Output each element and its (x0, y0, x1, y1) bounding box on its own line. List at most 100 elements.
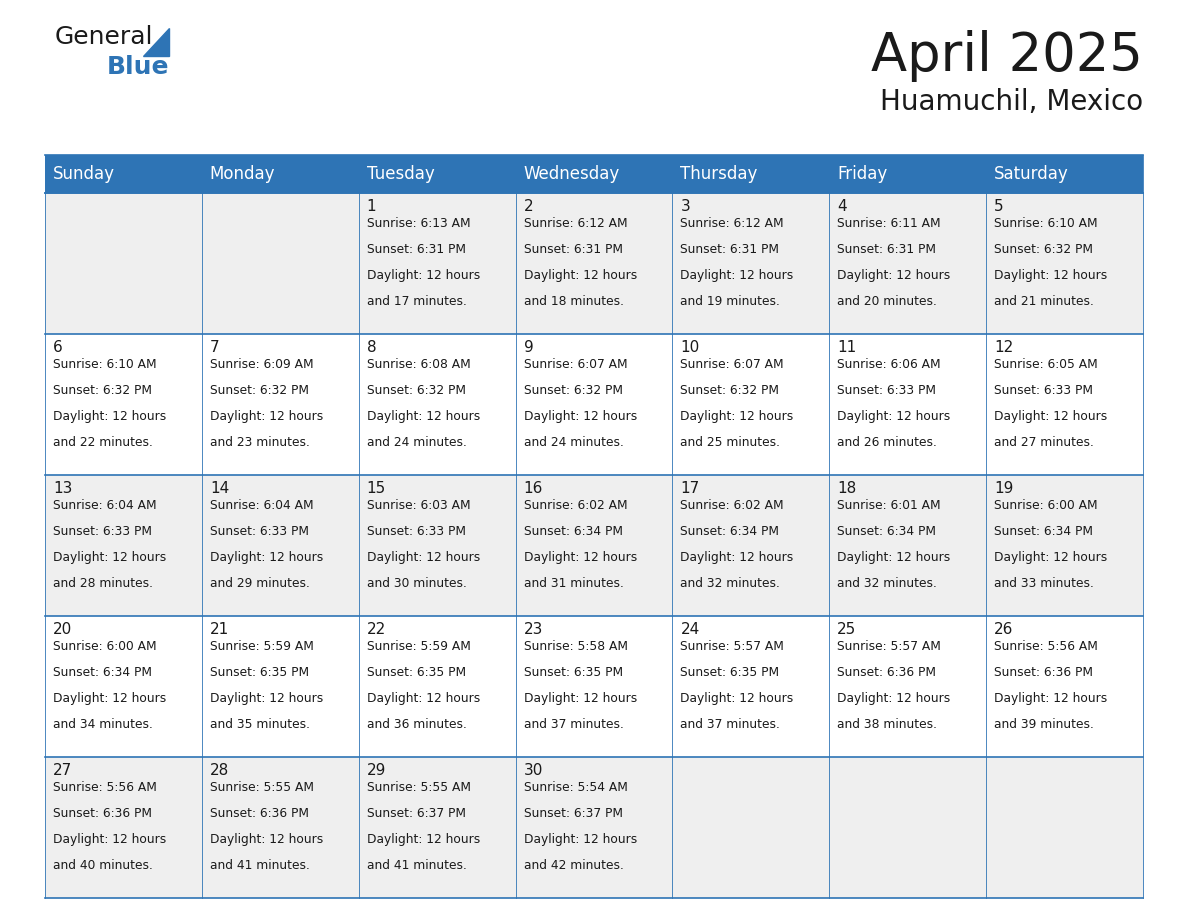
Text: Sunset: 6:36 PM: Sunset: 6:36 PM (838, 666, 936, 679)
Text: Daylight: 12 hours: Daylight: 12 hours (681, 692, 794, 705)
Text: Sunset: 6:34 PM: Sunset: 6:34 PM (524, 525, 623, 538)
Text: 13: 13 (53, 481, 72, 496)
Text: Daylight: 12 hours: Daylight: 12 hours (210, 692, 323, 705)
Text: Sunset: 6:32 PM: Sunset: 6:32 PM (53, 384, 152, 397)
Text: Sunrise: 5:55 AM: Sunrise: 5:55 AM (367, 781, 470, 794)
Text: Sunset: 6:37 PM: Sunset: 6:37 PM (524, 807, 623, 820)
Text: 18: 18 (838, 481, 857, 496)
Text: Sunset: 6:35 PM: Sunset: 6:35 PM (681, 666, 779, 679)
Text: and 42 minutes.: and 42 minutes. (524, 859, 624, 872)
Text: and 33 minutes.: and 33 minutes. (994, 577, 1094, 590)
Text: 30: 30 (524, 763, 543, 778)
Text: and 35 minutes.: and 35 minutes. (210, 718, 310, 732)
Text: Daylight: 12 hours: Daylight: 12 hours (838, 692, 950, 705)
Text: Sunrise: 6:09 AM: Sunrise: 6:09 AM (210, 358, 314, 371)
Text: Sunrise: 6:04 AM: Sunrise: 6:04 AM (53, 499, 157, 512)
Bar (45, 616, 1143, 757)
Text: Saturday: Saturday (994, 165, 1069, 183)
Text: Sunrise: 5:56 AM: Sunrise: 5:56 AM (994, 640, 1098, 653)
Text: Sunrise: 6:12 AM: Sunrise: 6:12 AM (524, 217, 627, 230)
Text: Sunrise: 5:56 AM: Sunrise: 5:56 AM (53, 781, 157, 794)
Text: Sunrise: 5:59 AM: Sunrise: 5:59 AM (210, 640, 314, 653)
Text: Friday: Friday (838, 165, 887, 183)
Text: 23: 23 (524, 622, 543, 637)
Text: Daylight: 12 hours: Daylight: 12 hours (367, 692, 480, 705)
Text: Daylight: 12 hours: Daylight: 12 hours (681, 410, 794, 423)
Text: and 25 minutes.: and 25 minutes. (681, 436, 781, 449)
Text: April 2025: April 2025 (871, 30, 1143, 82)
Text: Daylight: 12 hours: Daylight: 12 hours (53, 551, 166, 565)
Text: and 39 minutes.: and 39 minutes. (994, 718, 1094, 732)
Text: Sunset: 6:34 PM: Sunset: 6:34 PM (838, 525, 936, 538)
Text: Daylight: 12 hours: Daylight: 12 hours (210, 410, 323, 423)
Text: and 18 minutes.: and 18 minutes. (524, 296, 624, 308)
Text: Sunset: 6:37 PM: Sunset: 6:37 PM (367, 807, 466, 820)
Text: Daylight: 12 hours: Daylight: 12 hours (53, 692, 166, 705)
Text: Sunset: 6:31 PM: Sunset: 6:31 PM (367, 243, 466, 256)
Text: Sunrise: 6:00 AM: Sunrise: 6:00 AM (53, 640, 157, 653)
Text: 5: 5 (994, 199, 1004, 214)
Text: Wednesday: Wednesday (524, 165, 620, 183)
Text: and 21 minutes.: and 21 minutes. (994, 296, 1094, 308)
Bar (45, 475, 1143, 616)
Text: Sunset: 6:33 PM: Sunset: 6:33 PM (994, 384, 1093, 397)
Text: and 37 minutes.: and 37 minutes. (524, 718, 624, 732)
Text: Daylight: 12 hours: Daylight: 12 hours (210, 551, 323, 565)
Text: 20: 20 (53, 622, 72, 637)
Text: and 34 minutes.: and 34 minutes. (53, 718, 153, 732)
Text: 16: 16 (524, 481, 543, 496)
Text: Sunrise: 6:07 AM: Sunrise: 6:07 AM (524, 358, 627, 371)
Text: 2: 2 (524, 199, 533, 214)
Text: Daylight: 12 hours: Daylight: 12 hours (994, 551, 1107, 565)
Text: Sunset: 6:32 PM: Sunset: 6:32 PM (210, 384, 309, 397)
Text: Sunset: 6:31 PM: Sunset: 6:31 PM (524, 243, 623, 256)
Text: and 41 minutes.: and 41 minutes. (367, 859, 467, 872)
Text: and 41 minutes.: and 41 minutes. (210, 859, 310, 872)
Text: Sunrise: 5:58 AM: Sunrise: 5:58 AM (524, 640, 627, 653)
Text: Daylight: 12 hours: Daylight: 12 hours (367, 269, 480, 282)
Text: Daylight: 12 hours: Daylight: 12 hours (367, 834, 480, 846)
Text: Sunrise: 6:05 AM: Sunrise: 6:05 AM (994, 358, 1098, 371)
Text: 8: 8 (367, 340, 377, 355)
Text: Sunrise: 5:54 AM: Sunrise: 5:54 AM (524, 781, 627, 794)
Text: Sunset: 6:35 PM: Sunset: 6:35 PM (524, 666, 623, 679)
Text: and 20 minutes.: and 20 minutes. (838, 296, 937, 308)
Text: Sunset: 6:32 PM: Sunset: 6:32 PM (367, 384, 466, 397)
Text: Huamuchil, Mexico: Huamuchil, Mexico (880, 88, 1143, 116)
Text: and 24 minutes.: and 24 minutes. (524, 436, 624, 449)
Text: Daylight: 12 hours: Daylight: 12 hours (994, 410, 1107, 423)
Text: Daylight: 12 hours: Daylight: 12 hours (681, 269, 794, 282)
Text: Sunrise: 5:57 AM: Sunrise: 5:57 AM (681, 640, 784, 653)
Text: Sunrise: 6:03 AM: Sunrise: 6:03 AM (367, 499, 470, 512)
Text: Sunset: 6:32 PM: Sunset: 6:32 PM (524, 384, 623, 397)
Text: and 24 minutes.: and 24 minutes. (367, 436, 467, 449)
Text: and 27 minutes.: and 27 minutes. (994, 436, 1094, 449)
Text: Daylight: 12 hours: Daylight: 12 hours (53, 834, 166, 846)
Text: Sunrise: 6:02 AM: Sunrise: 6:02 AM (681, 499, 784, 512)
Text: 21: 21 (210, 622, 229, 637)
Text: and 30 minutes.: and 30 minutes. (367, 577, 467, 590)
Text: 3: 3 (681, 199, 690, 214)
Text: and 28 minutes.: and 28 minutes. (53, 577, 153, 590)
Text: Sunrise: 6:10 AM: Sunrise: 6:10 AM (994, 217, 1098, 230)
Text: Daylight: 12 hours: Daylight: 12 hours (210, 834, 323, 846)
Text: Sunrise: 6:10 AM: Sunrise: 6:10 AM (53, 358, 157, 371)
Text: 10: 10 (681, 340, 700, 355)
Text: Sunset: 6:35 PM: Sunset: 6:35 PM (210, 666, 309, 679)
Text: and 32 minutes.: and 32 minutes. (681, 577, 781, 590)
Text: Daylight: 12 hours: Daylight: 12 hours (524, 834, 637, 846)
Text: 7: 7 (210, 340, 220, 355)
Text: Daylight: 12 hours: Daylight: 12 hours (994, 692, 1107, 705)
Text: and 17 minutes.: and 17 minutes. (367, 296, 467, 308)
Text: Daylight: 12 hours: Daylight: 12 hours (524, 410, 637, 423)
Text: 29: 29 (367, 763, 386, 778)
Text: Tuesday: Tuesday (367, 165, 435, 183)
Text: Daylight: 12 hours: Daylight: 12 hours (681, 551, 794, 565)
Text: Sunrise: 6:07 AM: Sunrise: 6:07 AM (681, 358, 784, 371)
Text: Sunset: 6:31 PM: Sunset: 6:31 PM (838, 243, 936, 256)
Text: Sunset: 6:33 PM: Sunset: 6:33 PM (53, 525, 152, 538)
Text: 6: 6 (53, 340, 63, 355)
Text: Sunrise: 6:12 AM: Sunrise: 6:12 AM (681, 217, 784, 230)
Text: Daylight: 12 hours: Daylight: 12 hours (838, 410, 950, 423)
Text: 25: 25 (838, 622, 857, 637)
